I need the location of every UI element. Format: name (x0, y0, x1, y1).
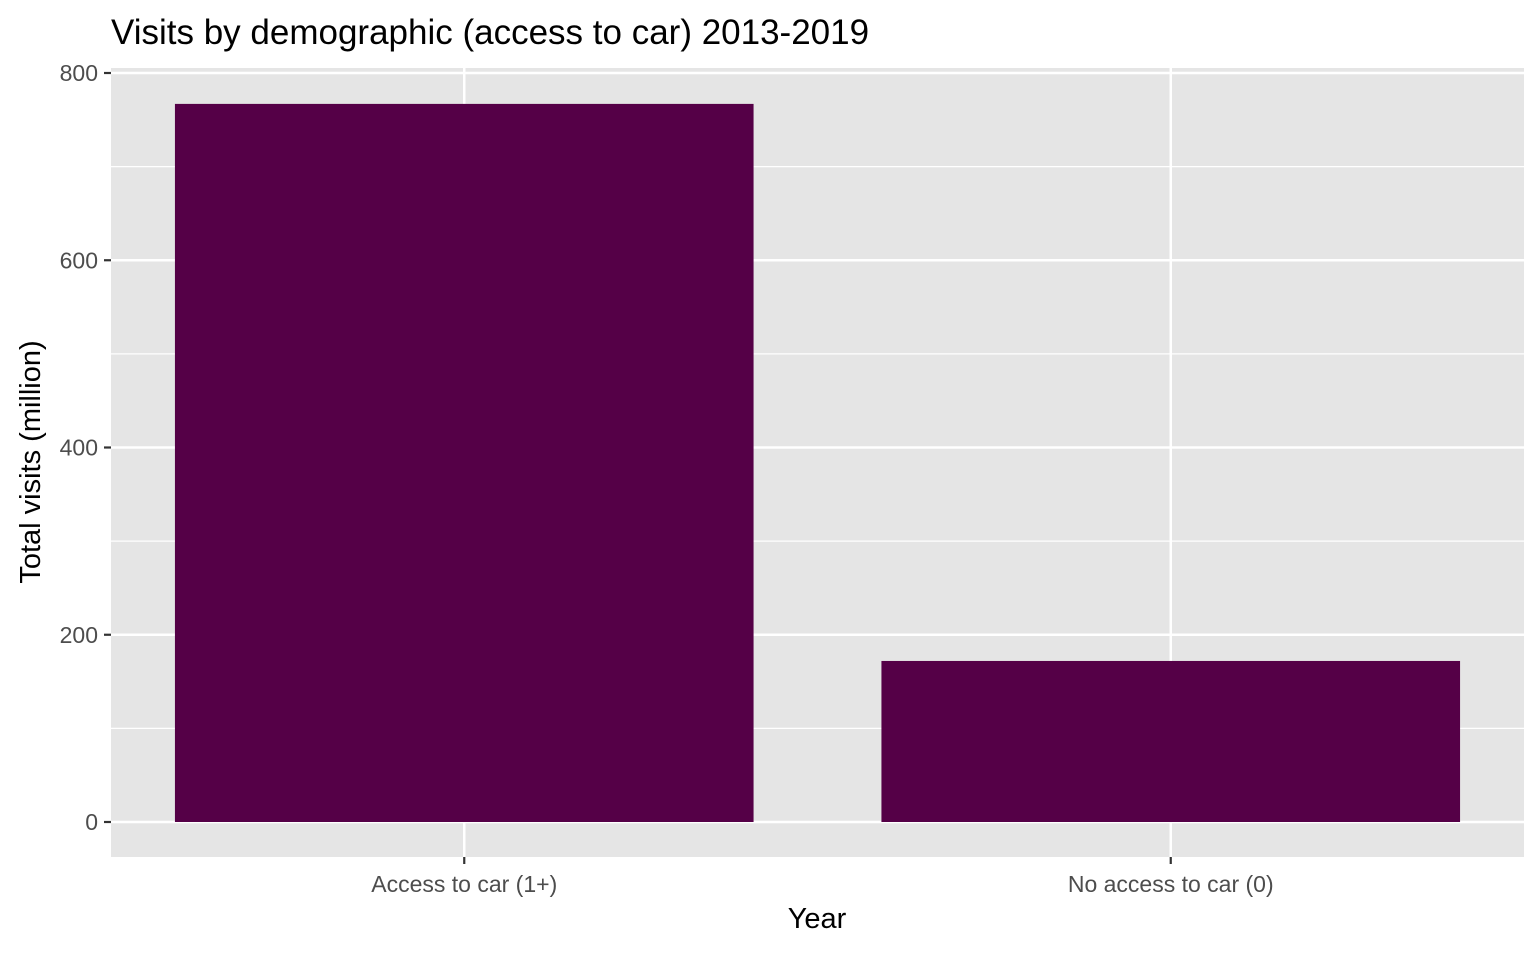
y-tick-label: 200 (60, 622, 98, 648)
x-axis-label: Year (788, 903, 847, 935)
x-tick-label: Access to car (1+) (371, 871, 557, 897)
chart-title: Visits by demographic (access to car) 20… (111, 13, 869, 52)
y-tick-label: 400 (60, 435, 98, 461)
y-axis: 0 200 400 600 800 (60, 60, 111, 835)
y-axis-label: Total visits (million) (15, 340, 47, 583)
bars (174, 103, 1461, 823)
x-axis: Access to car (1+) No access to car (0) (371, 857, 1274, 897)
y-tick-label: 0 (85, 809, 98, 835)
x-tick-label: No access to car (0) (1068, 871, 1274, 897)
y-tick-label: 600 (60, 247, 98, 273)
bar-2 (881, 660, 1461, 822)
y-tick-label: 800 (60, 60, 98, 86)
bar-1 (174, 103, 754, 823)
